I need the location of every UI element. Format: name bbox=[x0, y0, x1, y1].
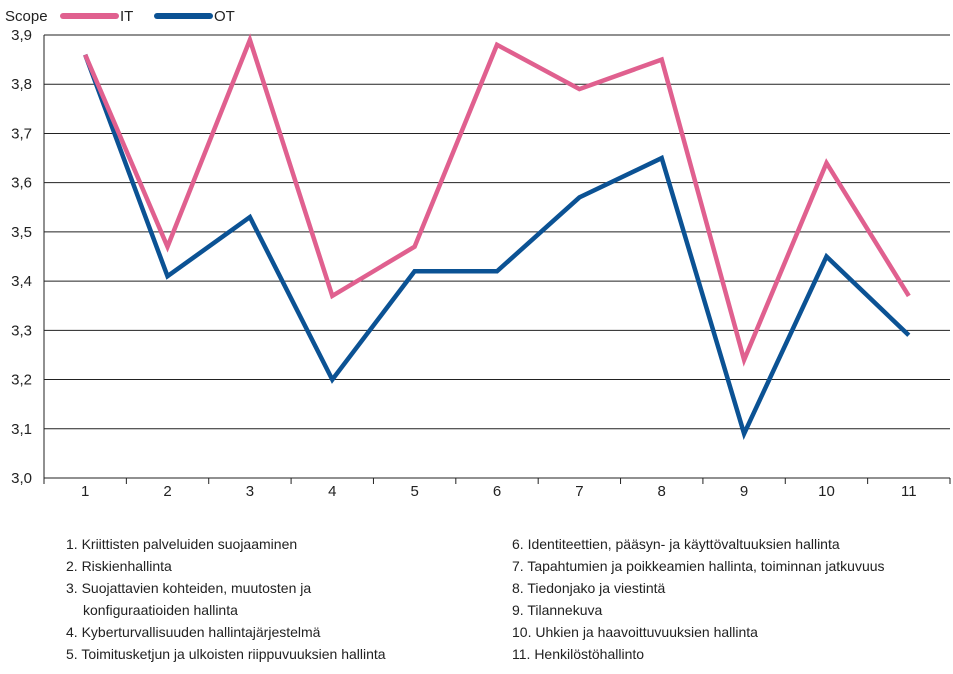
legend-label-it: IT bbox=[120, 8, 133, 25]
note-item: 1. Kriittisten palveluiden suojaaminen bbox=[66, 536, 298, 552]
x-tick-label: 9 bbox=[740, 483, 748, 500]
y-tick-label: 3,4 bbox=[11, 273, 32, 290]
y-tick-label: 3,0 bbox=[11, 470, 32, 487]
x-tick-label: 2 bbox=[163, 483, 171, 500]
note-item: 10. Uhkien ja haavoittuvuuksien hallinta bbox=[512, 624, 758, 640]
x-tick-label: 6 bbox=[493, 483, 501, 500]
note-item: 11. Henkilöstöhallinto bbox=[512, 646, 645, 662]
y-tick-label: 3,1 bbox=[11, 421, 32, 438]
y-tick-label: 3,3 bbox=[11, 322, 32, 339]
note-item: 7. Tapahtumien ja poikkeamien hallinta, … bbox=[512, 558, 885, 574]
legend-label-ot: OT bbox=[214, 8, 235, 25]
note-item: 6. Identiteettien, pääsyn- ja käyttövalt… bbox=[512, 536, 840, 552]
x-tick-label: 11 bbox=[901, 483, 917, 500]
line-chart: 3,0 3,1 3,2 3,3 3,4 3,5 3,6 3,7 3,8 3,9 1 2 3 4 5 6 7 8 9 1… bbox=[5, 8, 951, 500]
x-tick-label: 10 bbox=[818, 483, 835, 500]
y-tick-label: 3,7 bbox=[11, 125, 32, 142]
y-axis-title: Scope bbox=[5, 8, 48, 25]
x-tick-label: 8 bbox=[658, 483, 666, 500]
note-item: 5. Toimitusketjun ja ulkoisten riippuvuu… bbox=[66, 646, 386, 662]
legend: Scope IT OT bbox=[5, 8, 235, 25]
x-tick-label: 4 bbox=[328, 483, 336, 500]
x-tick-label: 7 bbox=[575, 483, 583, 500]
note-item: 4. Kyberturvallisuuden hallintajärjestel… bbox=[66, 624, 321, 640]
y-tick-label: 3,8 bbox=[11, 76, 32, 93]
axes: 3,0 3,1 3,2 3,3 3,4 3,5 3,6 3,7 3,8 3,9 1 2 3 4 5 6 7 8 9 1… bbox=[11, 27, 951, 500]
note-item: 3. Suojattavien kohteiden, muutosten ja bbox=[66, 580, 312, 596]
series-line-it bbox=[83, 33, 911, 367]
gridlines bbox=[44, 34, 950, 430]
category-notes-right: 6. Identiteettien, pääsyn- ja käyttövalt… bbox=[512, 533, 952, 665]
y-tick-label: 3,5 bbox=[11, 224, 32, 241]
x-tick-label: 1 bbox=[81, 483, 89, 500]
x-tick-label: 5 bbox=[410, 483, 418, 500]
series-line-ot bbox=[83, 53, 911, 441]
category-notes-left: 1. Kriittisten palveluiden suojaaminen 2… bbox=[66, 533, 486, 665]
y-tick-label: 3,2 bbox=[11, 372, 32, 389]
note-item: konfiguraatioiden hallinta bbox=[83, 602, 238, 618]
series-lines bbox=[83, 33, 911, 441]
y-tick-label: 3,9 bbox=[11, 27, 32, 44]
note-item: 9. Tilannekuva bbox=[512, 602, 603, 618]
note-item: 2. Riskienhallinta bbox=[66, 558, 172, 574]
note-item: 8. Tiedonjako ja viestintä bbox=[512, 580, 666, 596]
x-tick-label: 3 bbox=[246, 483, 254, 500]
y-tick-label: 3,6 bbox=[11, 175, 32, 192]
